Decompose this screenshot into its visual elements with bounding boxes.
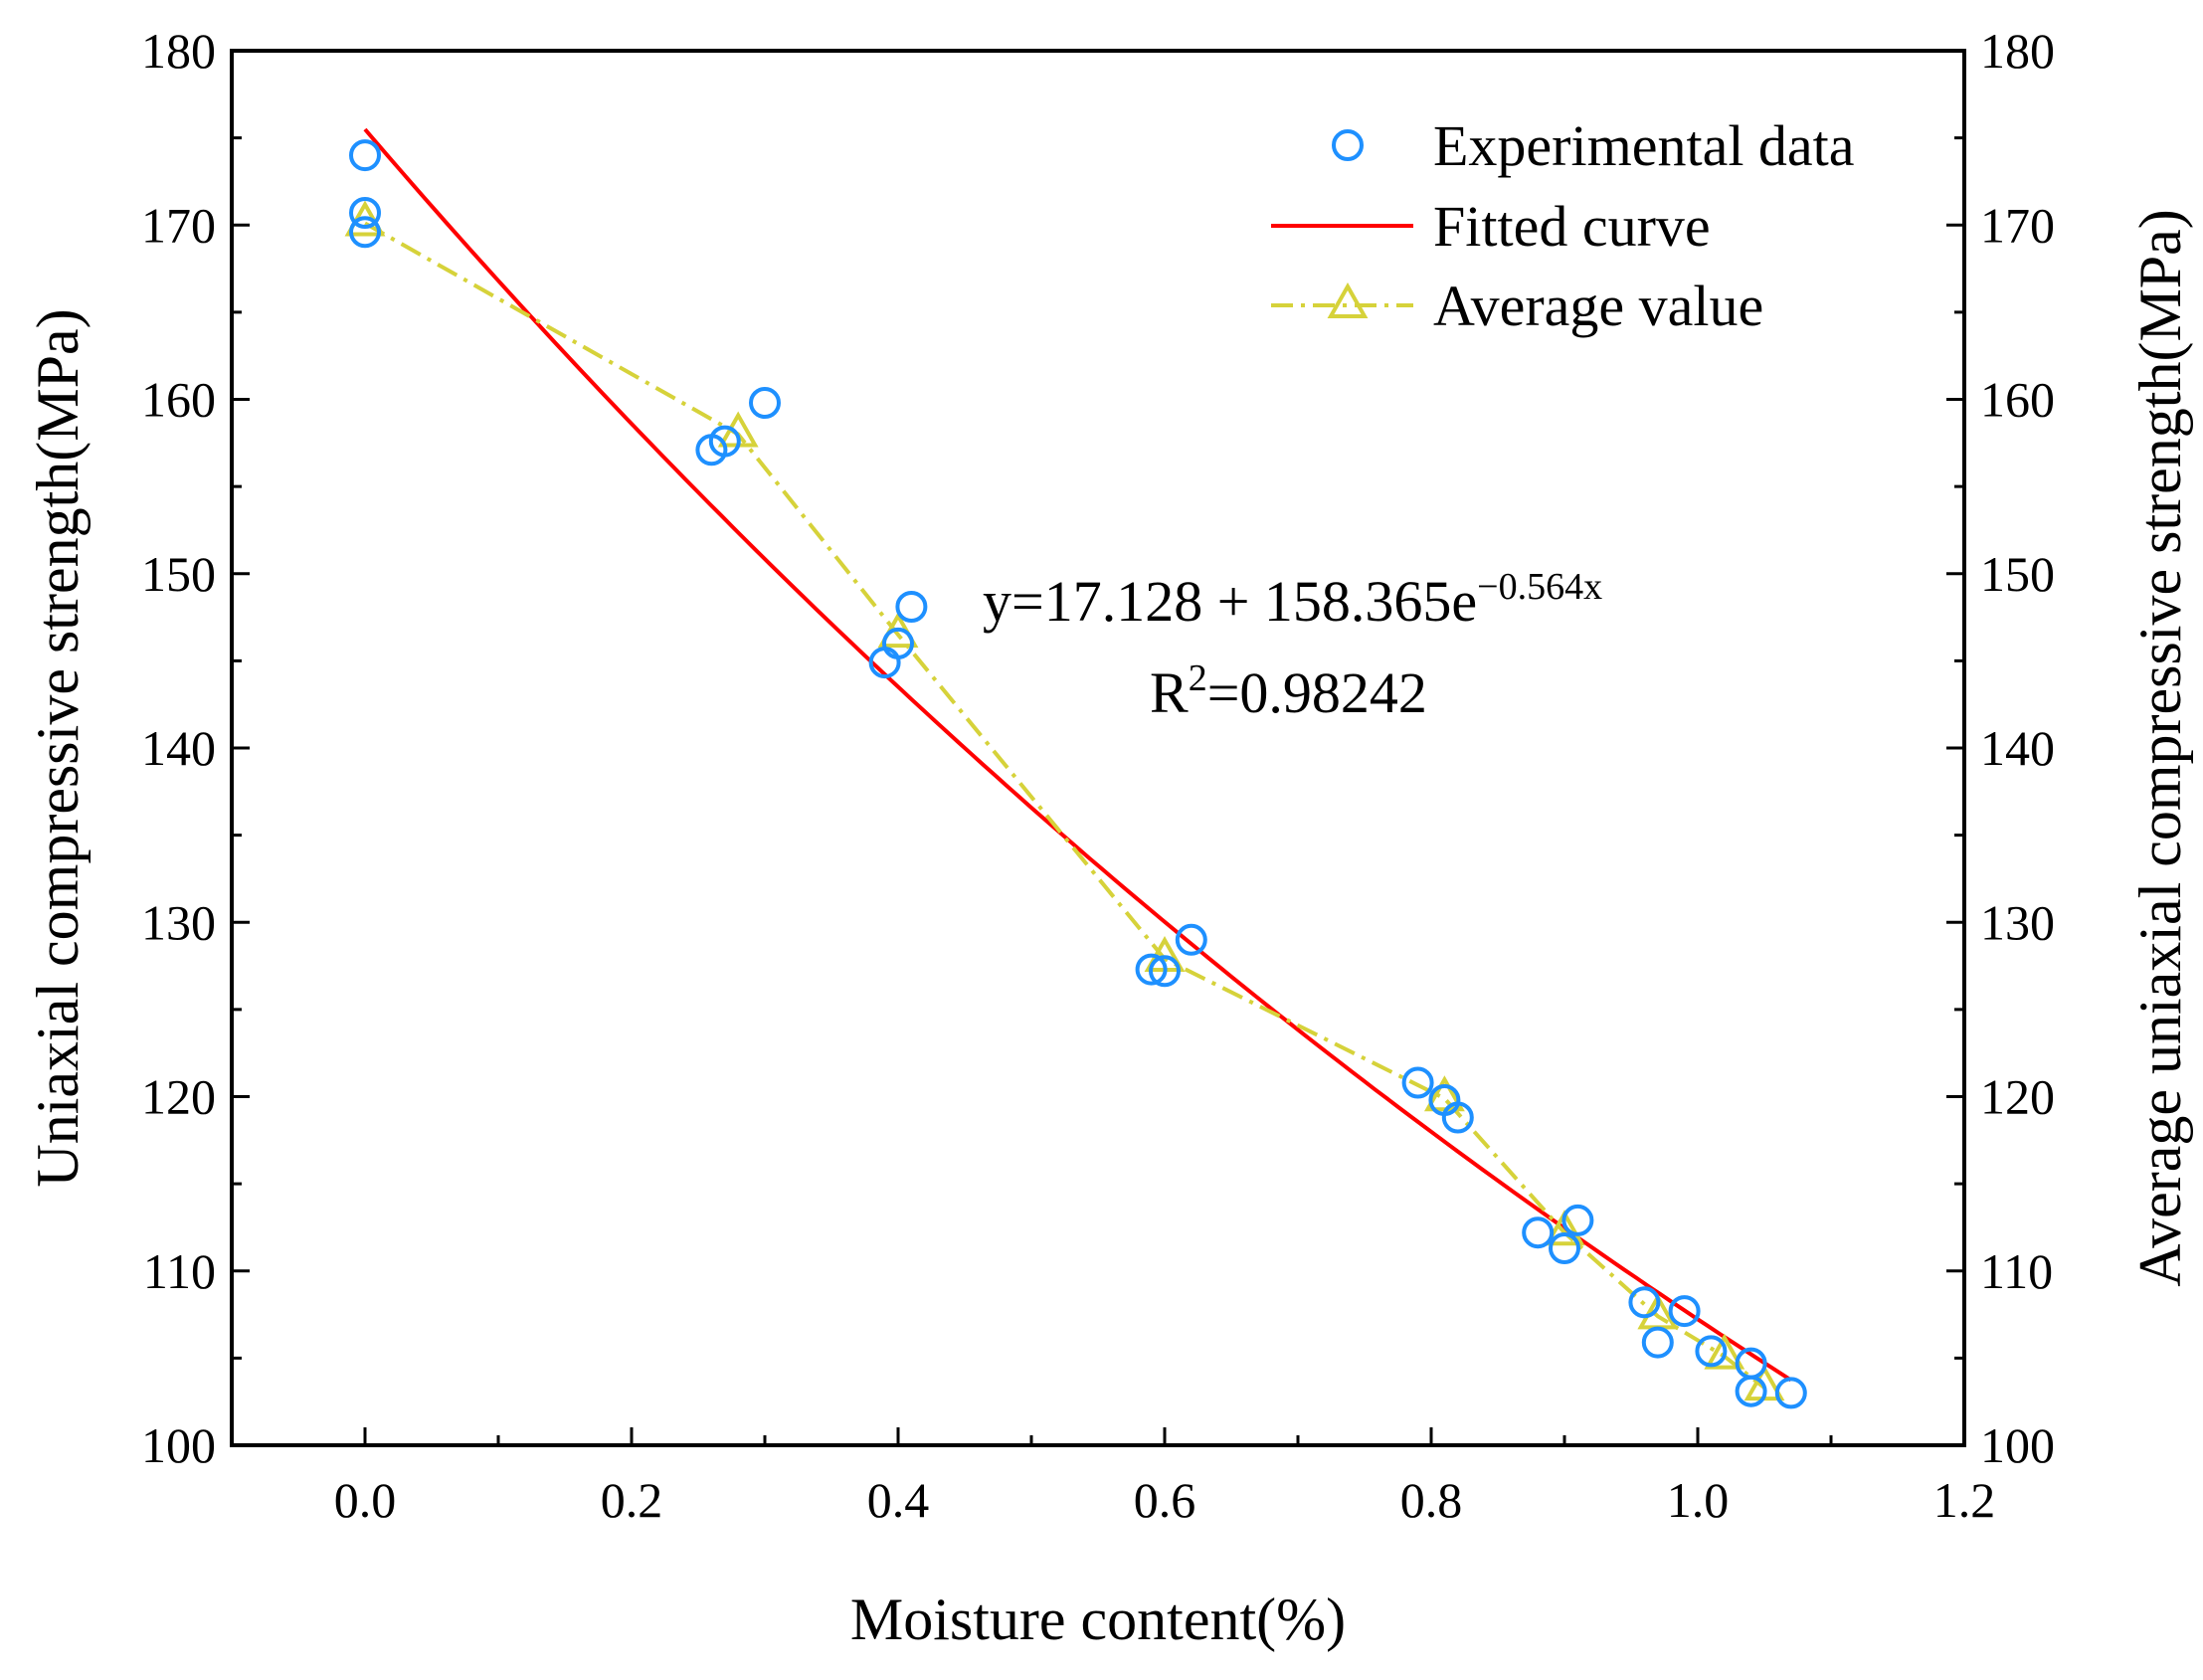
- fitted-curve-series: [363, 127, 1792, 1383]
- x-tick-label: 0.4: [867, 1472, 930, 1528]
- y-tick-label: 120: [141, 1069, 216, 1125]
- y-axis-right: 100 110 120 130 140 150 160 170 180: [1946, 23, 2055, 1473]
- experimental-data-point: [1401, 1066, 1434, 1099]
- y-tick-label: 140: [141, 720, 216, 776]
- y-tick-label: 150: [141, 546, 216, 602]
- y2-tick-label: 180: [1980, 23, 2055, 79]
- experimental-data-point: [895, 591, 928, 623]
- experimental-data-point: [349, 139, 381, 172]
- y2-tick-label: 100: [1980, 1417, 2055, 1473]
- y2-tick-label: 130: [1980, 894, 2055, 950]
- experimental-data-point: [349, 216, 381, 249]
- legend-label-experimental: Experimental data: [1433, 113, 1855, 178]
- experimental-data-point: [1175, 923, 1207, 956]
- experimental-data-point: [349, 197, 381, 229]
- plot-frame: [230, 49, 1966, 1447]
- experimental-data-point: [1628, 1286, 1661, 1319]
- x-tick-label: 0.0: [334, 1472, 397, 1528]
- average-value-point: [1544, 1210, 1585, 1246]
- experimental-data-point: [749, 387, 781, 419]
- x-tick-label: 0.6: [1134, 1472, 1196, 1528]
- y-tick-label: 110: [143, 1243, 216, 1299]
- y2-axis-title: Average uniaxial compressive strength(MP…: [2127, 209, 2193, 1287]
- r2-superscript: 2: [1189, 657, 1207, 699]
- experimental-data-point: [1135, 953, 1168, 986]
- y-tick-label: 130: [141, 894, 216, 950]
- legend-marker-experimental: [1332, 129, 1364, 161]
- legend-label-average: Average value: [1433, 274, 1763, 338]
- legend-marker-average: [1327, 281, 1369, 318]
- r2-value: =0.98242: [1207, 660, 1427, 725]
- r2-prefix: R: [1150, 660, 1189, 725]
- y2-tick-label: 120: [1980, 1069, 2055, 1125]
- equation-main: y=17.128 + 158.365e: [983, 569, 1477, 634]
- experimental-data-point: [1735, 1347, 1767, 1380]
- equation-annotation: y=17.128 + 158.365e−0.564x: [983, 566, 1602, 634]
- y2-tick-label: 140: [1980, 720, 2055, 776]
- x-tick-label: 0.8: [1400, 1472, 1463, 1528]
- experimental-data-point: [708, 425, 741, 458]
- y2-tick-label: 160: [1980, 372, 2055, 428]
- x-axis-title: Moisture content(%): [850, 1587, 1346, 1652]
- y-tick-label: 180: [141, 23, 216, 79]
- y2-tick-label: 150: [1980, 546, 2055, 602]
- experimental-data-point: [1441, 1101, 1474, 1134]
- fitted-curve-line: [363, 127, 1792, 1383]
- y-axis-left: 100 110 120 130 140 150 160 170 180: [141, 23, 250, 1473]
- y-axis-title: Uniaxial compressive strength(MPa): [25, 308, 91, 1187]
- average-value-series: [344, 200, 1785, 1401]
- experimental-data-series: [349, 139, 1807, 1409]
- y2-tick-label: 110: [1980, 1243, 2053, 1299]
- y-tick-label: 100: [141, 1417, 216, 1473]
- experimental-data-point: [1149, 955, 1181, 988]
- experimental-data-point: [1549, 1232, 1580, 1264]
- legend-label-fitted: Fitted curve: [1433, 194, 1711, 259]
- x-tick-label: 0.2: [601, 1472, 663, 1528]
- experimental-data-point: [1668, 1295, 1701, 1328]
- y-tick-label: 160: [141, 372, 216, 428]
- r-squared-annotation: R2=0.98242: [1150, 657, 1427, 725]
- equation-exponent: −0.564x: [1477, 566, 1602, 608]
- experimental-data-point: [1774, 1377, 1807, 1409]
- average-value-line: [364, 221, 1766, 1390]
- y2-tick-label: 170: [1980, 197, 2055, 253]
- legend: Experimental data Fitted curve Average v…: [1271, 113, 1855, 338]
- x-tick-label: 1.2: [1933, 1472, 1996, 1528]
- experimental-data-point: [1641, 1326, 1674, 1359]
- experimental-data-point: [882, 627, 914, 659]
- experimental-data-point: [1695, 1335, 1728, 1368]
- average-value-point: [1704, 1333, 1745, 1370]
- x-tick-label: 1.0: [1667, 1472, 1730, 1528]
- x-axis: 0.0 0.2 0.4 0.6 0.8 1.0 1.2: [334, 1427, 1996, 1528]
- experimental-data-point: [1561, 1204, 1594, 1236]
- y-tick-label: 170: [141, 197, 216, 253]
- experimental-data-point: [1522, 1216, 1555, 1249]
